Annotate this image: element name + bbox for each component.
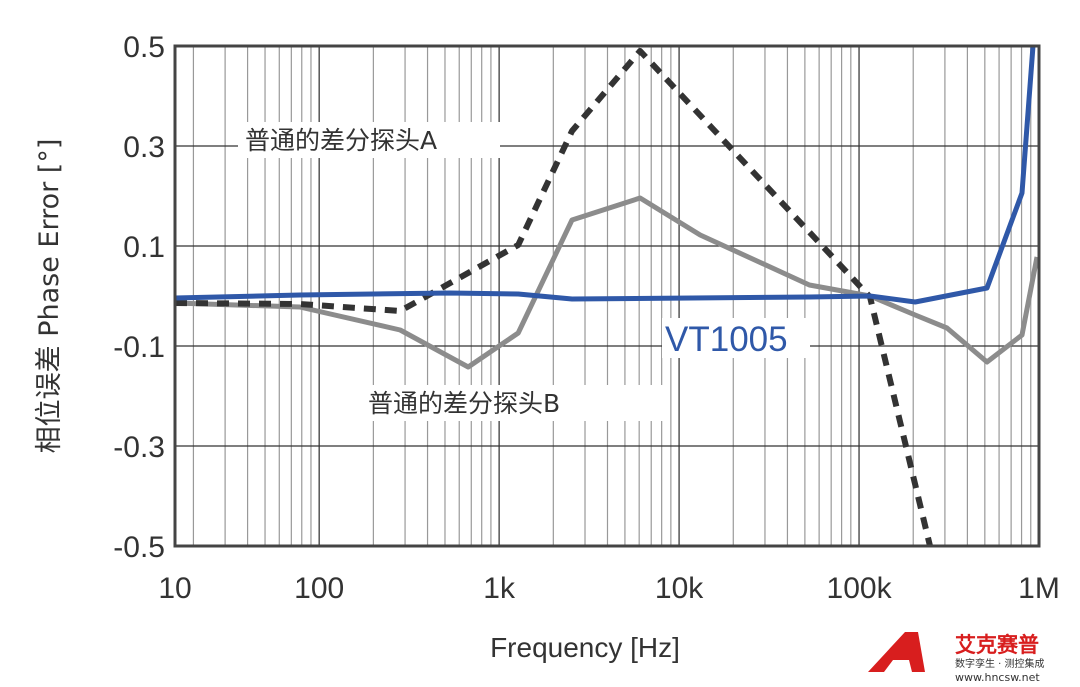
label-bg-a bbox=[238, 122, 500, 158]
y-tick-label: 0.5 bbox=[123, 31, 165, 64]
series-lines bbox=[174, 45, 1040, 547]
label-bg-vt bbox=[662, 318, 810, 358]
x-tick-label: 10k bbox=[655, 572, 704, 605]
y-tick-label: 0.3 bbox=[123, 131, 165, 164]
y-tick-labels: 0.5 0.3 0.1 -0.1 -0.3 -0.5 bbox=[113, 31, 165, 564]
x-tick-label: 100k bbox=[827, 572, 893, 605]
y-tick-label: -0.3 bbox=[113, 431, 165, 464]
y-tick-label: -0.5 bbox=[113, 531, 165, 564]
series-line-1 bbox=[174, 195, 1040, 370]
logo-mark-icon bbox=[868, 632, 925, 672]
y-tick-label: 0.1 bbox=[123, 231, 165, 264]
x-tick-label: 10 bbox=[158, 572, 191, 605]
x-tick-labels: 10 100 1k 10k 100k 1M bbox=[158, 572, 1060, 605]
x-tick-label: 1k bbox=[483, 572, 516, 605]
x-tick-label: 1M bbox=[1018, 572, 1060, 605]
watermark-logo: 艾克赛普 数字孪生 · 测控集成 www.hncsw.net bbox=[868, 632, 1045, 684]
annotation-vt1005: VT1005 bbox=[665, 320, 788, 359]
y-tick-label: -0.1 bbox=[113, 331, 165, 364]
y-axis-label: 相位误差 Phase Error [°] bbox=[34, 139, 65, 454]
series-line-0 bbox=[174, 48, 933, 547]
plot-frame bbox=[173, 44, 1041, 548]
annotation-probe-a: 普通的差分探头A bbox=[245, 126, 437, 155]
label-bg-b bbox=[360, 385, 665, 421]
x-tick-label: 100 bbox=[294, 572, 344, 605]
x-axis-label: Frequency [Hz] bbox=[490, 632, 680, 663]
series-line-2 bbox=[174, 45, 1036, 305]
logo-url: www.hncsw.net bbox=[955, 671, 1040, 684]
logo-brand: 艾克赛普 bbox=[955, 633, 1039, 657]
logo-tagline: 数字孪生 · 测控集成 bbox=[955, 657, 1045, 670]
annotation-probe-b: 普通的差分探头B bbox=[368, 389, 560, 418]
